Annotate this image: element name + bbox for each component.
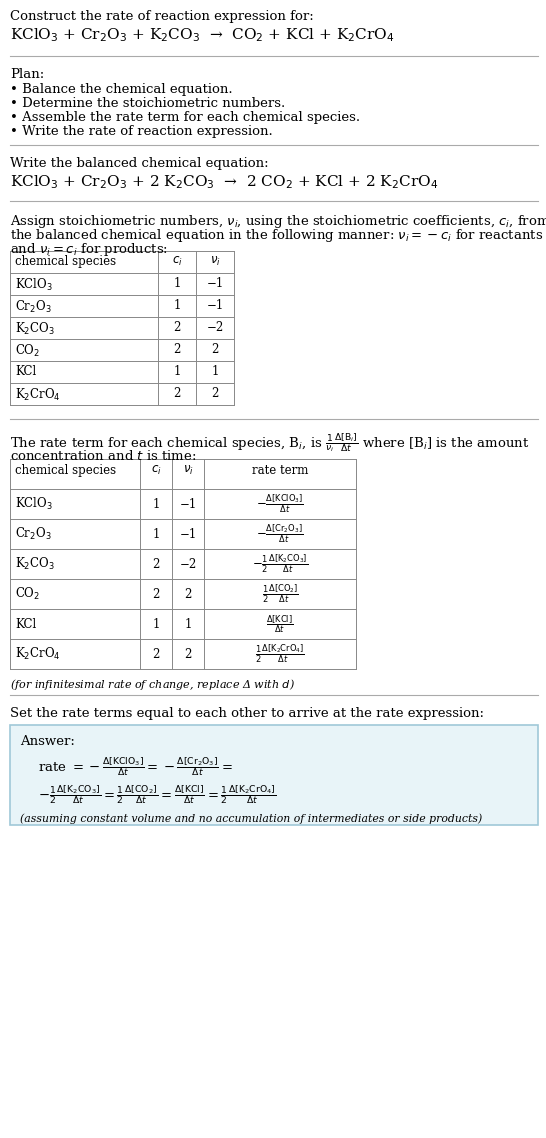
FancyBboxPatch shape [10, 725, 538, 825]
Text: $\nu_i$: $\nu_i$ [210, 255, 221, 269]
Text: Answer:: Answer: [20, 735, 75, 748]
Text: 1: 1 [152, 618, 159, 630]
Text: −1: −1 [180, 528, 197, 541]
Text: K$_2$CO$_3$: K$_2$CO$_3$ [15, 321, 55, 337]
Text: Set the rate terms equal to each other to arrive at the rate expression:: Set the rate terms equal to each other t… [10, 707, 484, 720]
Text: Cr$_2$O$_3$: Cr$_2$O$_3$ [15, 299, 52, 315]
Text: Assign stoichiometric numbers, $\nu_i$, using the stoichiometric coefficients, $: Assign stoichiometric numbers, $\nu_i$, … [10, 213, 546, 230]
Text: $\nu_i$: $\nu_i$ [182, 464, 193, 477]
Text: 2: 2 [185, 587, 192, 601]
Text: concentration and $t$ is time:: concentration and $t$ is time: [10, 450, 197, 463]
Text: chemical species: chemical species [15, 255, 116, 269]
Text: 2: 2 [173, 343, 181, 356]
Text: • Balance the chemical equation.: • Balance the chemical equation. [10, 83, 233, 96]
Text: K$_2$CrO$_4$: K$_2$CrO$_4$ [15, 387, 61, 403]
Text: • Write the rate of reaction expression.: • Write the rate of reaction expression. [10, 125, 273, 138]
Text: 1: 1 [152, 497, 159, 511]
Text: Plan:: Plan: [10, 68, 44, 81]
Text: 2: 2 [211, 387, 219, 399]
Text: KCl: KCl [15, 618, 36, 630]
Text: KClO$_3$: KClO$_3$ [15, 496, 53, 512]
Text: the balanced chemical equation in the following manner: $\nu_i = -c_i$ for react: the balanced chemical equation in the fo… [10, 226, 543, 244]
Text: 2: 2 [211, 343, 219, 356]
Text: 2: 2 [152, 648, 159, 660]
Text: $c_i$: $c_i$ [151, 464, 162, 477]
Text: Write the balanced chemical equation:: Write the balanced chemical equation: [10, 157, 269, 170]
Text: CO$_2$: CO$_2$ [15, 343, 40, 360]
Text: $\frac{1}{2}\frac{\Delta[\mathrm{CO_2}]}{\Delta t}$: $\frac{1}{2}\frac{\Delta[\mathrm{CO_2}]}… [262, 583, 299, 605]
Text: $c_i$: $c_i$ [171, 255, 182, 269]
Text: 2: 2 [152, 558, 159, 570]
Text: $\frac{1}{2}\frac{\Delta[\mathrm{K_2CrO_4}]}{\Delta t}$: $\frac{1}{2}\frac{\Delta[\mathrm{K_2CrO_… [255, 643, 305, 666]
Text: −2: −2 [206, 321, 224, 333]
Text: 1: 1 [173, 277, 181, 290]
Text: −1: −1 [206, 299, 224, 312]
Text: 2: 2 [173, 387, 181, 399]
Text: • Assemble the rate term for each chemical species.: • Assemble the rate term for each chemic… [10, 112, 360, 124]
Text: $-\frac{1}{2}\frac{\Delta[\mathrm{K_2CO_3}]}{\Delta t} = \frac{1}{2}\frac{\Delta: $-\frac{1}{2}\frac{\Delta[\mathrm{K_2CO_… [38, 783, 277, 806]
Text: 2: 2 [152, 587, 159, 601]
Text: KClO$_3$ + Cr$_2$O$_3$ + K$_2$CO$_3$  →  CO$_2$ + KCl + K$_2$CrO$_4$: KClO$_3$ + Cr$_2$O$_3$ + K$_2$CO$_3$ → C… [10, 26, 395, 43]
Text: 1: 1 [185, 618, 192, 630]
Text: K$_2$CrO$_4$: K$_2$CrO$_4$ [15, 646, 61, 662]
Text: 2: 2 [185, 648, 192, 660]
Text: KCl: KCl [15, 365, 36, 378]
Text: 2: 2 [173, 321, 181, 333]
Text: and $\nu_i = c_i$ for products:: and $\nu_i = c_i$ for products: [10, 241, 168, 258]
Text: $\frac{\Delta[\mathrm{KCl}]}{\Delta t}$: $\frac{\Delta[\mathrm{KCl}]}{\Delta t}$ [266, 613, 294, 635]
Text: −1: −1 [206, 277, 224, 290]
Text: Construct the rate of reaction expression for:: Construct the rate of reaction expressio… [10, 10, 314, 23]
Text: $-\frac{\Delta[\mathrm{Cr_2O_3}]}{\Delta t}$: $-\frac{\Delta[\mathrm{Cr_2O_3}]}{\Delta… [256, 522, 304, 545]
Text: KClO$_3$ + Cr$_2$O$_3$ + 2 K$_2$CO$_3$  →  2 CO$_2$ + KCl + 2 K$_2$CrO$_4$: KClO$_3$ + Cr$_2$O$_3$ + 2 K$_2$CO$_3$ →… [10, 173, 438, 191]
Text: rate $= -\frac{\Delta[\mathrm{KClO_3}]}{\Delta t} = -\frac{\Delta[\mathrm{Cr_2O_: rate $= -\frac{\Delta[\mathrm{KClO_3}]}{… [38, 754, 233, 778]
Text: CO$_2$: CO$_2$ [15, 586, 40, 602]
Text: Cr$_2$O$_3$: Cr$_2$O$_3$ [15, 526, 52, 542]
Text: chemical species: chemical species [15, 464, 116, 477]
Text: 1: 1 [152, 528, 159, 541]
Text: $-\frac{\Delta[\mathrm{KClO_3}]}{\Delta t}$: $-\frac{\Delta[\mathrm{KClO_3}]}{\Delta … [256, 493, 304, 516]
Text: KClO$_3$: KClO$_3$ [15, 277, 53, 294]
Text: $-\frac{1}{2}\frac{\Delta[\mathrm{K_2CO_3}]}{\Delta t}$: $-\frac{1}{2}\frac{\Delta[\mathrm{K_2CO_… [252, 553, 308, 575]
Text: −2: −2 [180, 558, 197, 570]
Text: rate term: rate term [252, 464, 308, 477]
Text: The rate term for each chemical species, B$_i$, is $\frac{1}{\nu_i}\frac{\Delta[: The rate term for each chemical species,… [10, 431, 530, 454]
Text: 1: 1 [173, 299, 181, 312]
Text: • Determine the stoichiometric numbers.: • Determine the stoichiometric numbers. [10, 97, 285, 110]
Text: −1: −1 [180, 497, 197, 511]
Text: (for infinitesimal rate of change, replace Δ with $d$): (for infinitesimal rate of change, repla… [10, 677, 295, 692]
Text: K$_2$CO$_3$: K$_2$CO$_3$ [15, 556, 55, 572]
Text: 1: 1 [211, 365, 219, 378]
Text: (assuming constant volume and no accumulation of intermediates or side products): (assuming constant volume and no accumul… [20, 813, 482, 824]
Text: 1: 1 [173, 365, 181, 378]
